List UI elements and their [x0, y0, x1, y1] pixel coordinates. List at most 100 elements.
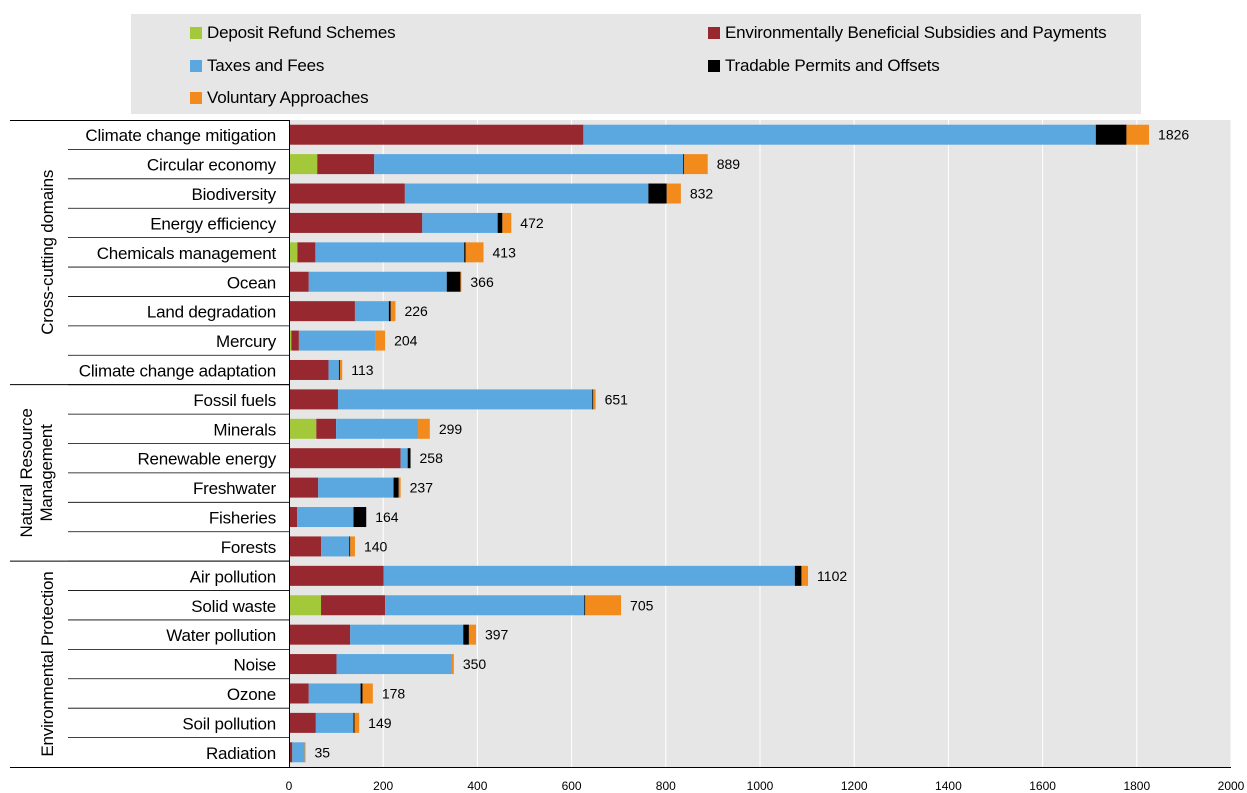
bar-segment-tradable-permits-and-offsets: [464, 242, 466, 263]
total-label: 140: [364, 538, 388, 554]
legend-swatch-taxes: [190, 60, 202, 72]
x-tick-label: 200: [373, 779, 393, 793]
total-label: 164: [375, 509, 399, 525]
bar-segment-taxes-and-fees: [385, 595, 585, 616]
legend-label: Tradable Permits and Offsets: [725, 56, 940, 75]
category-label-climate-change-mitigation: Climate change mitigation: [85, 126, 276, 145]
bar-segment-voluntary-approaches: [684, 154, 708, 175]
bar-segment-environmentally-beneficial-subsidies-and-payments: [317, 154, 375, 175]
x-tick-label: 600: [562, 779, 582, 793]
category-label-fisheries: Fisheries: [209, 509, 276, 528]
bar-segment-taxes-and-fees: [354, 301, 389, 322]
category-label-mercury: Mercury: [216, 332, 277, 351]
bar-segment-tradable-permits-and-offsets: [584, 595, 586, 616]
legend-label: Voluntary Approaches: [207, 88, 369, 107]
category-label-solid-waste: Solid waste: [191, 597, 276, 616]
axes: 0 200 400 600 800 1000 1200 1400 1600 1800 2000: [10, 120, 1245, 793]
bar-segment-taxes-and-fees: [297, 507, 354, 528]
total-label: 1826: [1158, 127, 1189, 143]
bar-segment-environmentally-beneficial-subsidies-and-payments: [291, 330, 299, 351]
bar-segment-environmentally-beneficial-subsidies-and-payments: [289, 565, 384, 586]
bar-segment-voluntary-approaches: [362, 683, 373, 704]
bar-segment-environmentally-beneficial-subsidies-and-payments: [321, 595, 386, 616]
total-label: 1102: [817, 568, 847, 584]
bar-segment-deposit-refund-schemes: [289, 595, 322, 616]
bar-segment-environmentally-beneficial-subsidies-and-payments: [289, 477, 319, 498]
legend-item-tradable-permits: Tradable Permits and Offsets: [708, 56, 940, 76]
x-tick-label: 1800: [1123, 779, 1150, 793]
bar-segment-tradable-permits-and-offsets: [353, 712, 355, 733]
x-tick-label: 400: [467, 779, 487, 793]
bar-segment-voluntary-approaches: [398, 477, 401, 498]
category-label-climate-change-adaptation: Climate change adaptation: [79, 361, 276, 380]
x-tick-label: 1200: [841, 779, 868, 793]
category-label-minerals: Minerals: [213, 420, 276, 439]
x-tick-label: 2000: [1218, 779, 1245, 793]
bar-segment-tradable-permits-and-offsets: [592, 389, 594, 410]
bar-segment-deposit-refund-schemes: [289, 418, 317, 439]
bar-segment-taxes-and-fees: [374, 154, 684, 175]
legend-item-deposit-refund: Deposit Refund Schemes: [190, 23, 396, 43]
bar-segment-deposit-refund-schemes: [289, 330, 292, 351]
bar-segment-environmentally-beneficial-subsidies-and-payments: [289, 389, 338, 410]
bar-segment-taxes-and-fees: [404, 183, 649, 204]
bar-segment-environmentally-beneficial-subsidies-and-payments: [316, 418, 337, 439]
bar-segment-environmentally-beneficial-subsidies-and-payments: [289, 654, 337, 675]
legend-label: Taxes and Fees: [207, 56, 325, 75]
bar-segment-voluntary-approaches: [585, 595, 622, 616]
bar-segment-tradable-permits-and-offsets: [407, 448, 411, 469]
bar-segment-tradable-permits-and-offsets: [393, 477, 399, 498]
bar-segment-tradable-permits-and-offsets: [648, 183, 667, 204]
category-label-ozone: Ozone: [227, 685, 276, 704]
bar-segment-taxes-and-fees: [328, 359, 339, 380]
legend-item-subsidies: Environmentally Beneficial Subsidies and…: [708, 23, 1107, 43]
bar-segment-environmentally-beneficial-subsidies-and-payments: [289, 183, 405, 204]
bar-segment-environmentally-beneficial-subsidies-and-payments: [289, 301, 355, 322]
bar-segment-voluntary-approaches: [350, 536, 355, 557]
group-label-natural-resource-management: Management: [37, 424, 56, 522]
legend-swatch-deposit-refund: [190, 27, 202, 39]
total-label: 237: [410, 480, 434, 496]
x-tick-label: 1000: [747, 779, 774, 793]
total-label: 35: [314, 744, 330, 760]
bar-segment-environmentally-beneficial-subsidies-and-payments: [289, 683, 309, 704]
bar-segment-environmentally-beneficial-subsidies-and-payments: [289, 536, 322, 557]
bar-segment-taxes-and-fees: [308, 271, 447, 292]
total-label: 204: [394, 333, 418, 349]
labels: Climate change mitigation Circular econom…: [17, 126, 277, 763]
group-label-cross-cutting-domains: Cross-cutting domains: [38, 170, 57, 335]
category-label-freshwater: Freshwater: [193, 479, 277, 498]
bar-segment-tradable-permits-and-offsets: [360, 683, 363, 704]
category-label-forests: Forests: [221, 538, 276, 557]
total-label: 149: [368, 715, 392, 731]
bar-segment-voluntary-approaches: [1126, 124, 1150, 145]
total-label: 226: [404, 303, 428, 319]
total-label: 832: [690, 186, 714, 202]
total-label: 178: [382, 685, 406, 701]
bar-segment-taxes-and-fees: [583, 124, 1096, 145]
bar-segment-taxes-and-fees: [315, 712, 354, 733]
bar-segment-voluntary-approaches: [468, 624, 476, 645]
legend-label: Deposit Refund Schemes: [207, 23, 396, 42]
bar-segment-voluntary-approaches: [801, 565, 809, 586]
x-tick-label: 1600: [1029, 779, 1056, 793]
legend-item-voluntary: Voluntary Approaches: [190, 88, 369, 108]
bar-segment-tradable-permits-and-offsets: [463, 624, 469, 645]
bar-segment-environmentally-beneficial-subsidies-and-payments: [297, 242, 316, 263]
category-label-energy-efficiency: Energy efficiency: [150, 214, 276, 233]
bar-segment-taxes-and-fees: [350, 624, 464, 645]
bar-segment-voluntary-approaches: [354, 712, 360, 733]
bar-segment-environmentally-beneficial-subsidies-and-payments: [289, 742, 293, 763]
category-label-fossil-fuels: Fossil fuels: [193, 391, 276, 410]
bar-segment-taxes-and-fees: [422, 212, 498, 233]
bar-segment-taxes-and-fees: [315, 242, 465, 263]
bar-segment-environmentally-beneficial-subsidies-and-payments: [289, 624, 351, 645]
total-label: 350: [463, 656, 487, 672]
legend: Deposit Refund Schemes Environmentally B…: [131, 14, 1141, 114]
bar-segment-tradable-permits-and-offsets: [683, 154, 685, 175]
total-label: 397: [485, 627, 509, 643]
total-label: 889: [717, 156, 741, 172]
bar-segment-taxes-and-fees: [400, 448, 408, 469]
